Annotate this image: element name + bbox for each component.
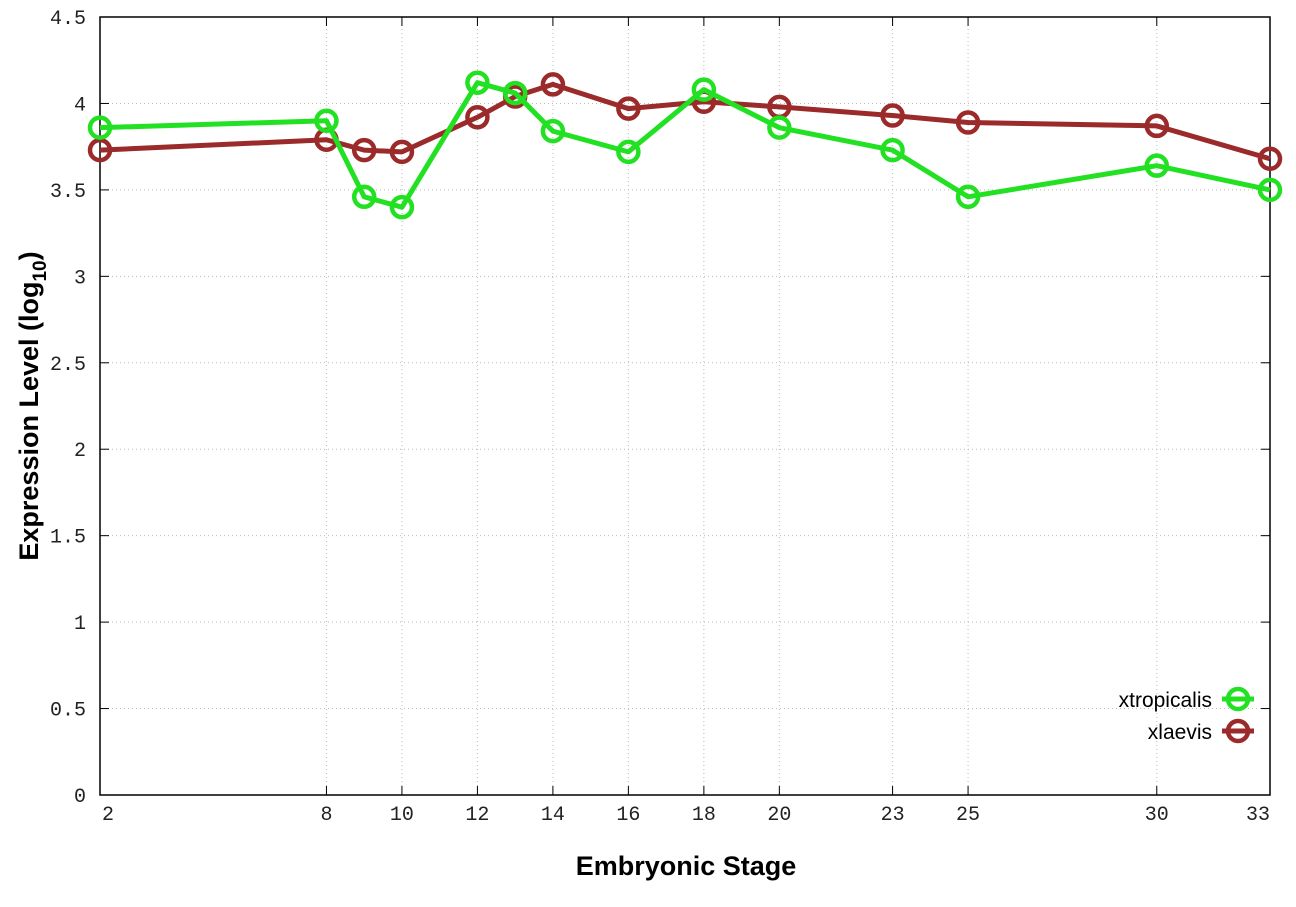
series <box>87 70 1283 220</box>
data-point-xtropicalis <box>351 184 377 210</box>
x-tick-label: 33 <box>1246 804 1270 827</box>
data-point-xtropicalis <box>540 118 566 144</box>
y-tick-label: 3 <box>74 267 86 290</box>
data-point-xtropicalis <box>767 115 792 140</box>
x-tick-label: 18 <box>692 804 716 827</box>
data-point-xlaevis <box>616 96 641 121</box>
data-point-xlaevis <box>955 110 981 135</box>
x-tick-label: 2 <box>102 804 114 827</box>
data-point-xtropicalis <box>1257 177 1283 203</box>
y-tick-label: 0 <box>74 786 86 809</box>
x-tick-label: 20 <box>767 804 791 827</box>
data-point-xlaevis <box>1257 146 1283 172</box>
y-tick-label: 4.5 <box>50 8 86 31</box>
y-tick-label: 2 <box>74 440 86 463</box>
data-point-xtropicalis <box>465 70 490 95</box>
data-point-xlaevis <box>1144 113 1170 139</box>
y-tick-label: 0.5 <box>50 700 86 723</box>
legend-label-xlaevis: xlaevis <box>1148 721 1212 744</box>
legend-label-xtropicalis: xtropicalis <box>1119 689 1212 712</box>
x-tick-label: 10 <box>390 804 414 827</box>
x-tick-label: 30 <box>1145 804 1169 827</box>
x-tick-label: 16 <box>616 804 640 827</box>
data-point-xlaevis <box>465 105 490 130</box>
data-point-xlaevis <box>540 72 566 97</box>
data-point-xtropicalis <box>87 115 113 140</box>
series-line-xlaevis <box>99 81 1271 162</box>
x-tick-label: 12 <box>465 804 489 827</box>
y-tick-label: 1 <box>74 613 86 636</box>
legend-marker-xtropicalis <box>1225 686 1251 712</box>
grid <box>100 17 1270 795</box>
y-tick-label: 4 <box>74 94 86 117</box>
data-point-xtropicalis <box>1144 153 1170 178</box>
y-axis-title: Expression Level (log10) <box>14 251 51 560</box>
series-line-xtropicalis <box>99 80 1271 210</box>
data-point-xtropicalis <box>880 137 905 163</box>
x-axis-title: Embryonic Stage <box>576 851 797 881</box>
data-point-xtropicalis <box>616 139 641 165</box>
ticks: 0 0.5 1 1.5 2 2.5 3 3.5 4 4.5 2 8 10 12 14 16 18 20 23 25 30… <box>50 8 1271 827</box>
data-point-xlaevis <box>389 139 415 165</box>
data-point-xtropicalis <box>691 77 717 102</box>
legend-marker-xlaevis <box>1225 718 1251 744</box>
data-point-xlaevis <box>351 137 377 163</box>
data-point-xlaevis <box>87 137 113 163</box>
y-tick-label: 2.5 <box>50 354 86 377</box>
data-point-xlaevis <box>880 103 905 128</box>
data-point-xtropicalis <box>955 184 981 210</box>
x-tick-label: 14 <box>541 804 565 827</box>
x-tick-label: 8 <box>320 804 332 827</box>
x-tick-label: 23 <box>881 804 905 827</box>
data-point-xtropicalis <box>389 194 415 220</box>
data-point-xtropicalis <box>314 108 339 133</box>
y-tick-label: 1.5 <box>50 527 86 550</box>
legend: xtropicalis xlaevis <box>1119 686 1254 744</box>
y-tick-label: 3.5 <box>50 181 86 204</box>
data-point-xtropicalis <box>502 80 528 106</box>
plot-frame <box>99 16 1271 796</box>
x-tick-label: 25 <box>956 804 980 827</box>
